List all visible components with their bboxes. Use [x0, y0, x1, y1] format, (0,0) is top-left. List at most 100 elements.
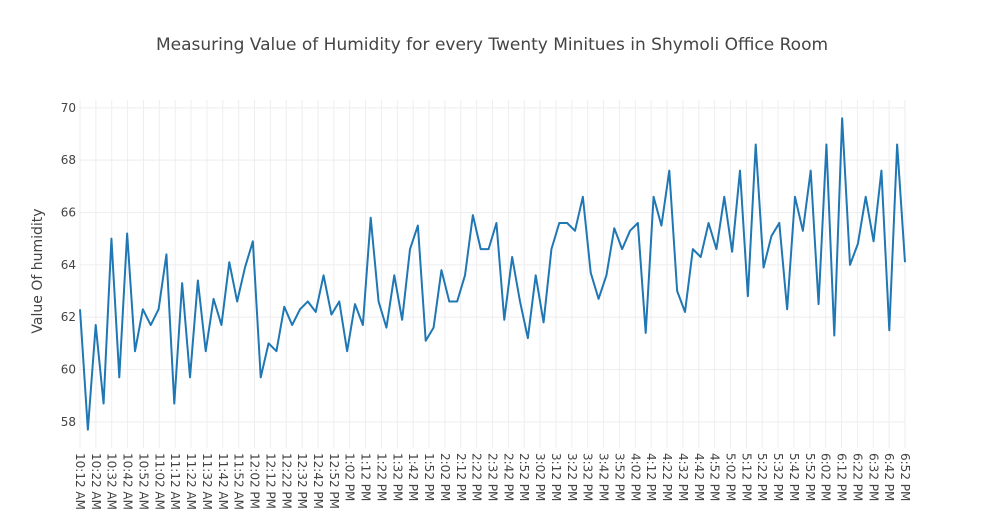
- data-point[interactable]: [85, 427, 91, 433]
- data-point[interactable]: [187, 374, 193, 380]
- data-point[interactable]: [156, 306, 162, 312]
- data-point[interactable]: [603, 272, 609, 278]
- data-point[interactable]: [808, 168, 814, 174]
- data-point[interactable]: [321, 272, 327, 278]
- data-point[interactable]: [517, 298, 523, 304]
- data-point[interactable]: [878, 168, 884, 174]
- data-point[interactable]: [195, 278, 201, 284]
- data-point[interactable]: [525, 335, 531, 341]
- data-point[interactable]: [218, 322, 224, 328]
- data-point[interactable]: [596, 296, 602, 302]
- data-point[interactable]: [336, 298, 342, 304]
- data-point[interactable]: [674, 288, 680, 294]
- data-point[interactable]: [847, 262, 853, 268]
- data-point[interactable]: [713, 246, 719, 252]
- data-point[interactable]: [619, 246, 625, 252]
- data-point[interactable]: [729, 249, 735, 255]
- data-point[interactable]: [438, 267, 444, 273]
- data-point[interactable]: [800, 228, 806, 234]
- data-point[interactable]: [588, 270, 594, 276]
- data-point[interactable]: [745, 293, 751, 299]
- data-point[interactable]: [753, 141, 759, 147]
- data-point[interactable]: [446, 298, 452, 304]
- data-point[interactable]: [533, 272, 539, 278]
- data-point[interactable]: [564, 220, 570, 226]
- data-point[interactable]: [383, 325, 389, 331]
- data-point[interactable]: [399, 317, 405, 323]
- data-point[interactable]: [148, 322, 154, 328]
- data-point[interactable]: [132, 348, 138, 354]
- data-point[interactable]: [823, 141, 829, 147]
- data-point[interactable]: [423, 338, 429, 344]
- data-point[interactable]: [737, 168, 743, 174]
- data-point[interactable]: [462, 272, 468, 278]
- data-point[interactable]: [635, 220, 641, 226]
- data-point[interactable]: [431, 325, 437, 331]
- data-point[interactable]: [101, 401, 107, 407]
- data-point[interactable]: [682, 309, 688, 315]
- data-point[interactable]: [776, 220, 782, 226]
- data-point[interactable]: [140, 306, 146, 312]
- data-point[interactable]: [242, 264, 248, 270]
- data-point[interactable]: [816, 301, 822, 307]
- data-point[interactable]: [792, 194, 798, 200]
- data-point[interactable]: [611, 225, 617, 231]
- data-point[interactable]: [344, 348, 350, 354]
- data-point[interactable]: [478, 246, 484, 252]
- data-point[interactable]: [627, 228, 633, 234]
- data-point[interactable]: [894, 141, 900, 147]
- data-point[interactable]: [171, 401, 177, 407]
- data-point[interactable]: [313, 309, 319, 315]
- data-point[interactable]: [328, 312, 334, 318]
- data-point[interactable]: [886, 327, 892, 333]
- data-point[interactable]: [855, 241, 861, 247]
- data-point[interactable]: [163, 251, 169, 257]
- data-point[interactable]: [211, 296, 217, 302]
- data-point[interactable]: [368, 215, 374, 221]
- data-point[interactable]: [839, 115, 845, 121]
- data-point[interactable]: [352, 301, 358, 307]
- data-point[interactable]: [666, 168, 672, 174]
- data-point[interactable]: [258, 374, 264, 380]
- data-point[interactable]: [580, 194, 586, 200]
- data-point[interactable]: [706, 220, 712, 226]
- data-point[interactable]: [454, 298, 460, 304]
- data-point[interactable]: [273, 348, 279, 354]
- data-point[interactable]: [281, 304, 287, 310]
- data-point[interactable]: [651, 194, 657, 200]
- data-point[interactable]: [548, 246, 554, 252]
- data-point[interactable]: [266, 340, 272, 346]
- data-point[interactable]: [77, 306, 83, 312]
- data-point[interactable]: [305, 298, 311, 304]
- data-point[interactable]: [556, 220, 562, 226]
- data-point[interactable]: [108, 236, 114, 242]
- data-point[interactable]: [902, 259, 908, 265]
- data-point[interactable]: [407, 246, 413, 252]
- data-point[interactable]: [116, 374, 122, 380]
- data-point[interactable]: [486, 246, 492, 252]
- data-point[interactable]: [376, 298, 382, 304]
- data-point[interactable]: [179, 280, 185, 286]
- data-point[interactable]: [415, 223, 421, 229]
- data-point[interactable]: [289, 322, 295, 328]
- data-point[interactable]: [124, 230, 130, 236]
- data-point[interactable]: [93, 322, 99, 328]
- data-point[interactable]: [831, 332, 837, 338]
- data-point[interactable]: [721, 194, 727, 200]
- data-point[interactable]: [863, 194, 869, 200]
- data-point[interactable]: [493, 220, 499, 226]
- data-point[interactable]: [658, 223, 664, 229]
- data-point[interactable]: [643, 330, 649, 336]
- data-point[interactable]: [541, 319, 547, 325]
- data-point[interactable]: [768, 233, 774, 239]
- data-point[interactable]: [871, 238, 877, 244]
- data-point[interactable]: [360, 322, 366, 328]
- data-point[interactable]: [509, 254, 515, 260]
- data-point[interactable]: [203, 348, 209, 354]
- data-point[interactable]: [226, 259, 232, 265]
- data-point[interactable]: [297, 306, 303, 312]
- data-point[interactable]: [761, 264, 767, 270]
- data-point[interactable]: [391, 272, 397, 278]
- data-point[interactable]: [470, 212, 476, 218]
- data-point[interactable]: [572, 228, 578, 234]
